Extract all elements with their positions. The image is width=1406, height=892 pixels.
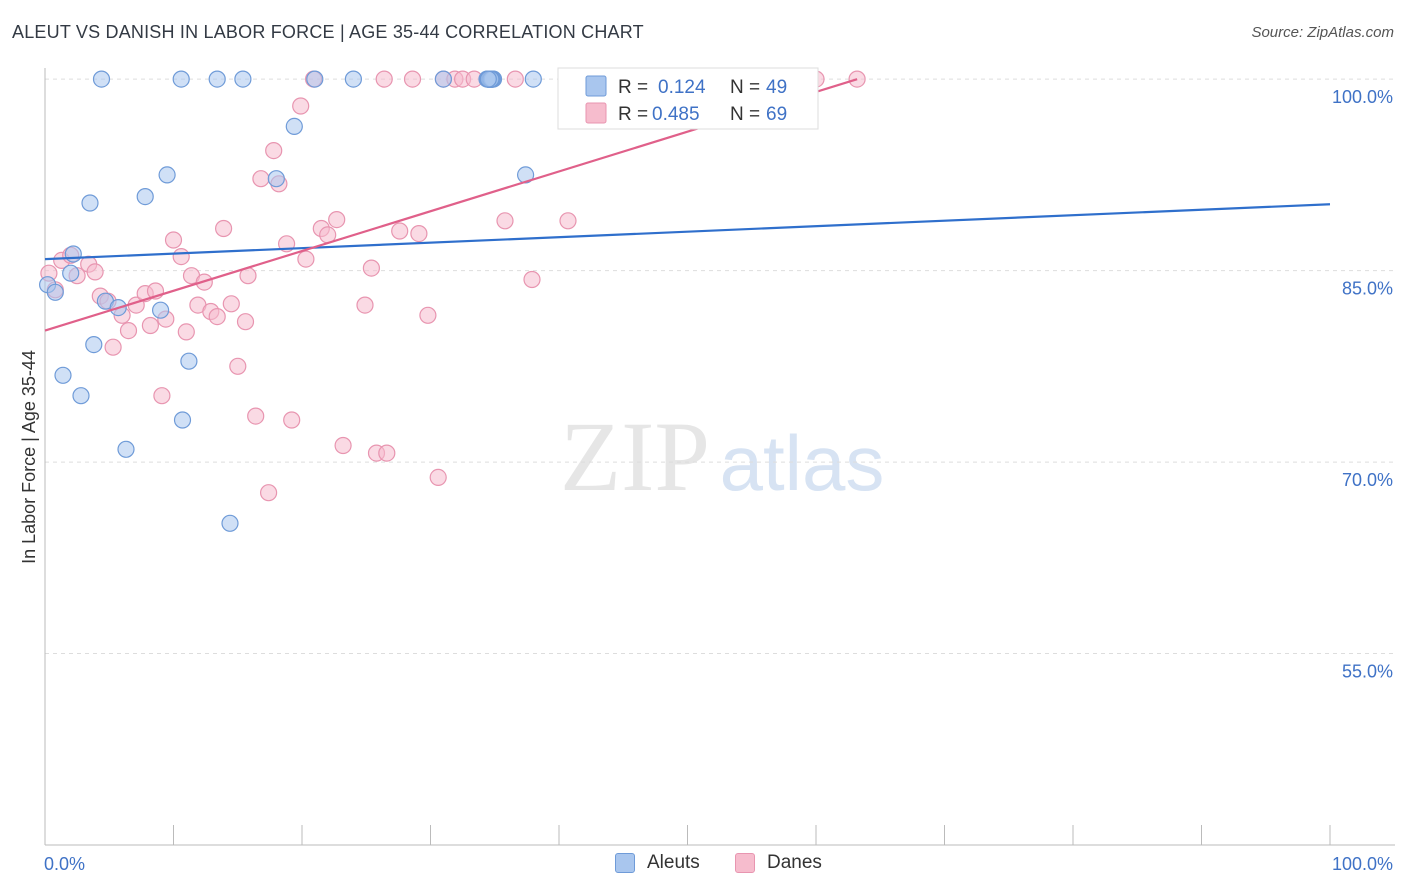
- x-tick-label-1: 100.0%: [1332, 854, 1393, 874]
- danes-point-54: [429, 468, 447, 486]
- danes-point-53: [419, 306, 437, 324]
- danes-point-39: [297, 250, 315, 268]
- grid-lines: [45, 78, 1395, 655]
- aleuts-point-25: [434, 70, 452, 88]
- chart-title: ALEUT VS DANISH IN LABOR FORCE | AGE 35-…: [12, 22, 644, 42]
- y-tick-label-2: 70.0%: [1342, 470, 1393, 490]
- danes-point-19: [172, 248, 190, 266]
- danes-point-14: [141, 316, 159, 335]
- aleuts-point-12: [136, 188, 154, 206]
- legend-n-label-danes: N =: [730, 104, 760, 125]
- aleuts-point-15: [172, 70, 190, 88]
- danes-point-29: [236, 313, 255, 331]
- danes-point-43: [328, 211, 346, 229]
- danes-point-26: [215, 219, 233, 238]
- aleuts-point-8: [92, 70, 111, 88]
- y-axis-label: In Labor Force | Age 35-44: [19, 350, 39, 564]
- aleuts-point-13: [152, 301, 170, 319]
- danes-point-28: [229, 357, 247, 375]
- danes-point-48: [378, 444, 396, 462]
- danes-point-33: [260, 484, 278, 502]
- legend-n-label-aleuts: N =: [730, 77, 760, 98]
- tick-labels: 100.0% 85.0% 70.0% 55.0% 0.0% 100.0%: [44, 87, 1393, 874]
- aleuts-point-16: [173, 411, 192, 429]
- aleuts-point-18: [208, 70, 226, 88]
- aleuts-point-48: [479, 70, 497, 88]
- legend-r-value-danes: 0.485: [652, 104, 700, 125]
- legend-n-value-aleuts: 49: [766, 77, 787, 98]
- legend-swatch-aleuts: [585, 75, 607, 97]
- aleuts-point-24: [344, 70, 362, 88]
- danes-point-34: [265, 142, 283, 160]
- series-aleuts-points: [38, 70, 542, 532]
- aleuts-point-20: [234, 70, 252, 88]
- danes-point-45: [356, 296, 374, 314]
- x-tick-label-0: 0.0%: [44, 854, 85, 874]
- legend-label-aleuts: Aleuts: [647, 852, 700, 873]
- danes-point-16: [153, 387, 171, 405]
- y-tick-label-1: 85.0%: [1342, 279, 1393, 299]
- legend-label-danes: Danes: [767, 852, 822, 873]
- danes-point-38: [292, 97, 310, 115]
- aleuts-point-1: [46, 283, 64, 301]
- legend-item-aleuts: Aleuts: [615, 852, 700, 874]
- danes-point-25: [208, 308, 226, 326]
- legend-r-label-aleuts: R =: [618, 77, 648, 98]
- danes-point-18: [164, 231, 183, 249]
- aleuts-point-17: [180, 352, 198, 370]
- chart-source: Source: ZipAtlas.com: [1251, 24, 1394, 41]
- danes-point-49: [375, 70, 393, 88]
- danes-point-6: [86, 263, 104, 281]
- aleuts-point-23: [306, 70, 324, 88]
- aleuts-point-6: [81, 194, 99, 212]
- danes-point-52: [410, 225, 428, 243]
- aleuts-point-2: [54, 366, 72, 384]
- danes-point-62: [559, 212, 577, 230]
- aleuts-point-22: [285, 117, 303, 136]
- legend-item-danes: Danes: [735, 852, 822, 874]
- y-tick-label-3: 55.0%: [1342, 662, 1393, 682]
- danes-point-27: [222, 295, 240, 313]
- aleuts-swatch: [615, 853, 635, 873]
- danes-point-11: [119, 322, 138, 340]
- watermark-zip: ZIP: [560, 401, 710, 512]
- aleuts-trend-line: [44, 203, 1331, 261]
- aleuts-point-19: [221, 514, 239, 532]
- aleuts-point-11: [117, 440, 135, 458]
- watermark-atlas: atlas: [720, 419, 885, 507]
- axes: [44, 68, 1395, 846]
- danes-point-20: [177, 323, 195, 341]
- aleuts-point-7: [85, 336, 103, 354]
- legend-r-value-aleuts: 0.124: [658, 77, 706, 98]
- legend-n-value-danes: 69: [766, 104, 787, 125]
- danes-point-9: [104, 338, 122, 356]
- legend-r-label-danes: R =: [618, 104, 648, 125]
- series-legend: Aleuts Danes: [0, 850, 1406, 880]
- aleuts-point-4: [64, 245, 82, 263]
- aleuts-point-27: [524, 70, 542, 88]
- danes-point-31: [247, 407, 265, 425]
- danes-swatch: [735, 853, 755, 873]
- aleuts-point-14: [158, 166, 176, 184]
- danes-point-60: [496, 212, 514, 230]
- danes-point-68: [506, 70, 524, 88]
- danes-point-51: [403, 70, 422, 88]
- danes-point-37: [283, 411, 301, 429]
- legend-swatch-danes: [585, 102, 607, 124]
- correlation-legend: R = 0.124 N = 49 R = 0.485 N = 69: [557, 67, 819, 130]
- danes-point-32: [252, 170, 270, 188]
- danes-point-61: [523, 270, 541, 289]
- aleuts-point-5: [72, 387, 90, 405]
- danes-point-50: [391, 222, 409, 240]
- aleuts-point-21: [267, 170, 285, 188]
- aleuts-point-3: [62, 264, 80, 282]
- y-tick-label-0: 100.0%: [1332, 87, 1393, 107]
- danes-point-46: [362, 259, 380, 277]
- danes-point-44: [334, 436, 352, 455]
